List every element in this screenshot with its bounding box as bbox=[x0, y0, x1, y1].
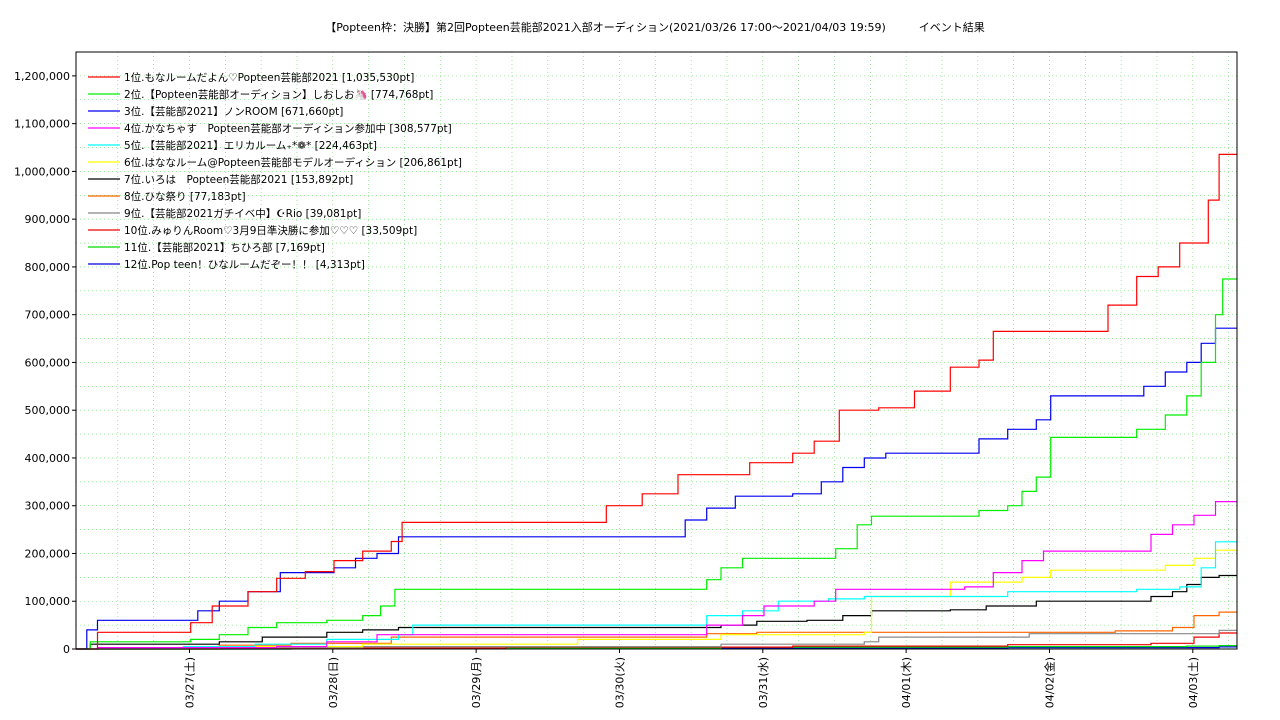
legend-label: 9位.【芸能部2021ガチイベ中】☪Rio [39,081pt] bbox=[124, 207, 361, 220]
legend-label: 10位.みゅりんRoom♡3月9日準決勝に参加♡♡♡ [33,509pt] bbox=[124, 224, 417, 237]
x-tick-label: 04/02(金) bbox=[1042, 657, 1056, 708]
legend-label: 3位.【芸能部2021】ノンROOM [671,660pt] bbox=[124, 105, 343, 118]
legend-label: 2位.【Popteen芸能部オーディション】しおしお🦄 [774,768pt] bbox=[124, 88, 433, 101]
y-tick-label: 600,000 bbox=[25, 356, 71, 369]
y-tick-label: 1,200,000 bbox=[14, 70, 70, 83]
y-tick-label: 400,000 bbox=[25, 452, 71, 465]
series-line bbox=[76, 327, 1237, 650]
series-line bbox=[76, 278, 1237, 650]
plot-frame bbox=[75, 51, 1238, 650]
axes: 0 100,000 200,000 300,000 400,000 500,000 600,… bbox=[14, 70, 1200, 708]
x-tick-label: 04/03(土) bbox=[1187, 657, 1200, 708]
legend-label: 6位.はななルーム@Popteen芸能部モデルオーディション [206,861p… bbox=[124, 156, 462, 169]
x-tick-label: 03/27(土) bbox=[183, 657, 196, 708]
y-tick-label: 1,100,000 bbox=[14, 118, 70, 131]
series-line bbox=[76, 629, 1237, 650]
x-tick-label: 04/01(木) bbox=[900, 657, 913, 708]
legend-label: 1位.もなルームだよん♡Popteen芸能部2021 [1,035,530pt] bbox=[124, 71, 414, 84]
y-tick-label: 1,000,000 bbox=[14, 165, 70, 178]
x-tick-label: 03/30(火) bbox=[613, 657, 626, 708]
series-line bbox=[76, 501, 1237, 650]
legend-label: 8位.ひな祭り [77,183pt] bbox=[124, 190, 246, 203]
legend-label: 12位.Pop teen！ひなルームだぞー！！ [4,313pt] bbox=[124, 258, 365, 271]
plot-area-background bbox=[76, 52, 1237, 649]
chart-title: 【Popteen枠：決勝】第2回Popteen芸能部2021入部オーディション(… bbox=[325, 21, 985, 34]
series-line bbox=[76, 574, 1237, 650]
y-tick-label: 900,000 bbox=[25, 213, 71, 226]
x-tick-label: 03/28(日) bbox=[327, 657, 340, 708]
legend-label: 7位.いろは Popteen芸能部2021 [153,892pt] bbox=[124, 173, 353, 186]
y-tick-label: 800,000 bbox=[25, 261, 71, 274]
legend: 1位.もなルームだよん♡Popteen芸能部2021 [1,035,530pt]… bbox=[88, 71, 462, 271]
legend-label: 11位.【芸能部2021】ちひろ部 [7,169pt] bbox=[124, 241, 325, 254]
series-line bbox=[76, 611, 1237, 650]
y-tick-label: 200,000 bbox=[25, 547, 71, 560]
x-tick-label: 03/31(水) bbox=[757, 657, 770, 708]
legend-label: 5位.【芸能部2021】エリカルーム₊*❁* [224,463pt] bbox=[124, 139, 377, 152]
series-lines bbox=[76, 153, 1237, 650]
y-tick-label: 100,000 bbox=[25, 595, 71, 608]
series-line bbox=[76, 153, 1237, 650]
y-tick-label: 0 bbox=[63, 643, 70, 656]
y-tick-label: 500,000 bbox=[25, 404, 71, 417]
y-tick-label: 300,000 bbox=[25, 500, 71, 513]
x-tick-label: 03/29(月) bbox=[470, 657, 483, 708]
y-tick-label: 700,000 bbox=[25, 309, 71, 322]
legend-label: 4位.かなちゃす Popteen芸能部オーディション参加中 [308,577pt… bbox=[124, 122, 452, 135]
